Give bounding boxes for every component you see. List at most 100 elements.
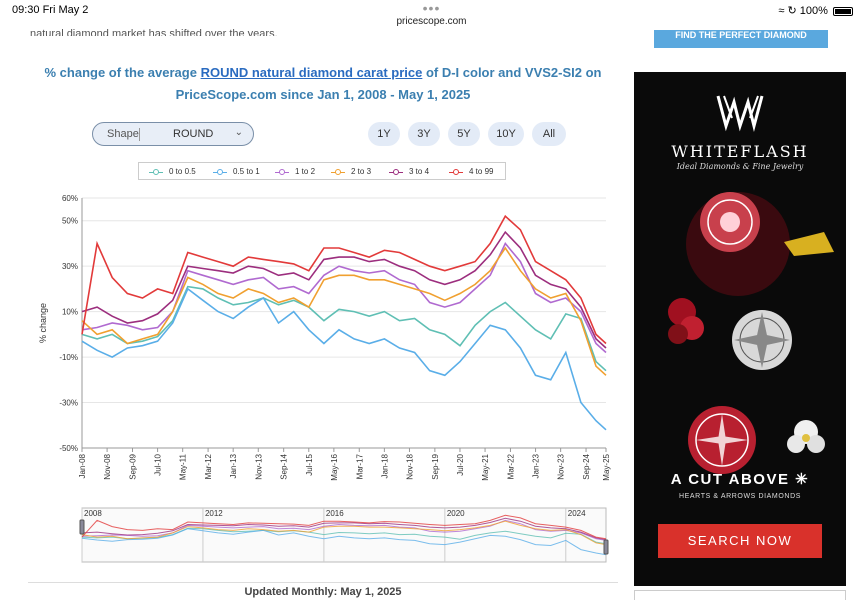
x-tick-label: May-25 <box>602 453 611 480</box>
chevron-down-icon: ⌄ <box>234 127 243 138</box>
y-tick-label: 50% <box>62 217 78 226</box>
search-now-button[interactable]: SEARCH NOW <box>658 524 822 558</box>
navigator-series-line-5 <box>81 514 607 540</box>
series-line-1 <box>81 287 607 431</box>
legend-swatch-icon <box>389 168 403 175</box>
status-bar: 09:30 Fri May 2 ••• pricescope.com ≈ ↻ 1… <box>0 0 863 30</box>
ad-tagline: Ideal Diamonds & Fine Jewelry <box>676 162 804 171</box>
navigator-series-line-3 <box>81 520 607 546</box>
x-tick-label: Jul-20 <box>456 453 465 475</box>
y-tick-label: 30% <box>62 262 78 271</box>
navigator-year-label: 2024 <box>568 509 586 518</box>
range-button-all[interactable]: All <box>532 122 566 146</box>
y-axis-title: % change <box>38 303 48 343</box>
ad-headline: A CUT ABOVE ✳ <box>634 470 846 488</box>
whiteflash-logo-icon <box>716 95 764 132</box>
series-line-0 <box>81 285 607 372</box>
ad-headline-text: A CUT ABOVE <box>670 471 790 488</box>
x-tick-label: Mar-22 <box>506 453 515 479</box>
main-content: natural diamond market has shifted over … <box>28 28 618 600</box>
y-tick-label: 60% <box>62 194 78 203</box>
legend-label: 1 to 2 <box>295 167 316 176</box>
x-tick-label: Nov-13 <box>254 453 263 479</box>
y-tick-label: -50% <box>59 444 78 453</box>
legend-item-0[interactable]: 0 to 0.5 <box>149 167 196 176</box>
x-tick-label: Jan-18 <box>380 453 389 478</box>
battery-icon <box>833 6 853 16</box>
legend-item-5[interactable]: 4 to 99 <box>449 167 493 176</box>
y-tick-label: 10% <box>62 308 78 317</box>
navigator-year-label: 2012 <box>205 509 223 518</box>
heading-part-1: % change of the average <box>44 65 201 80</box>
next-ad <box>634 590 846 600</box>
round-diamond-icon <box>732 310 792 370</box>
x-tick-label: Nov-23 <box>557 453 566 479</box>
x-tick-label: Nov-08 <box>103 453 112 479</box>
legend-item-2[interactable]: 1 to 2 <box>275 167 315 176</box>
shape-link[interactable]: ROUND natural diamond carat price <box>200 65 423 80</box>
legend-swatch-icon <box>275 168 289 175</box>
x-tick-label: Jan-13 <box>229 453 238 478</box>
range-button-3y[interactable]: 3Y <box>408 122 440 146</box>
sparkle-icon: ✳ <box>795 471 810 488</box>
sidebar: FIND THE PERFECT DIAMOND <box>634 30 846 600</box>
flower-icon <box>668 298 704 344</box>
shape-select-divider <box>139 128 140 141</box>
x-tick-label: Nov-18 <box>405 453 414 479</box>
x-tick-label: Mar-12 <box>204 453 213 479</box>
navigator-year-label: 2020 <box>447 509 465 518</box>
y-tick-label: -30% <box>59 399 78 408</box>
heading-line-2: PriceScope.com since Jan 1, 2008 - May 1… <box>175 87 471 102</box>
x-tick-label: Sep-24 <box>582 453 591 479</box>
find-diamond-button[interactable]: FIND THE PERFECT DIAMOND <box>654 30 828 48</box>
updated-text: Updated Monthly: May 1, 2025 <box>244 586 402 598</box>
footer-divider <box>28 582 618 583</box>
rotation-lock-icon: ↻ <box>787 5 797 17</box>
legend-item-4[interactable]: 3 to 4 <box>389 167 429 176</box>
article-text-cut: natural diamond market has shifted over … <box>30 28 278 36</box>
lily-icon <box>787 420 825 453</box>
navigator-series-line-4 <box>81 517 607 541</box>
battery-percent: 100% <box>799 5 828 17</box>
series-line-4 <box>81 230 607 349</box>
range-button-1y[interactable]: 1Y <box>368 122 400 146</box>
series-line-5 <box>81 214 607 345</box>
x-tick-label: Sep-14 <box>280 453 289 479</box>
legend-label: 0 to 0.5 <box>169 167 196 176</box>
navigator-year-label: 2016 <box>326 509 344 518</box>
range-button-10y[interactable]: 10Y <box>488 122 524 146</box>
legend-label: 2 to 3 <box>351 167 372 176</box>
whiteflash-ad[interactable]: WHITEFLASH Ideal Diamonds & Fine Jewelry… <box>634 72 846 586</box>
ad-brand: WHITEFLASH <box>671 142 809 161</box>
shape-select-label: Shape <box>107 128 139 140</box>
x-tick-label: Jul-15 <box>305 453 314 475</box>
price-chart[interactable]: 60% 50% 30% 10% -10% -30% -50% % change Jan-08 No… <box>28 190 618 580</box>
status-indicators: ≈ ↻ 100% <box>778 4 853 17</box>
navigator-series-line-1 <box>81 528 607 556</box>
x-tick-label: Mar-17 <box>355 453 364 479</box>
ad-subline: HEARTS & ARROWS DIAMONDS <box>678 493 801 500</box>
legend-item-3[interactable]: 2 to 3 <box>331 167 371 176</box>
shape-select-value: ROUND <box>173 128 214 140</box>
legend-label: 0.5 to 1 <box>233 167 260 176</box>
chart-heading: % change of the average ROUND natural di… <box>28 62 618 106</box>
address-bar-url[interactable]: pricescope.com <box>396 16 467 27</box>
navigator-handle-left-icon[interactable] <box>79 519 85 535</box>
heading-part-2: of D-I color and VVS2-SI2 on <box>422 65 602 80</box>
x-tick-label: May-11 <box>179 453 188 480</box>
x-tick-label: Jan-08 <box>78 453 87 478</box>
series-line-3 <box>81 246 607 376</box>
navigator-handle-right-icon[interactable] <box>603 539 609 555</box>
legend-swatch-icon <box>331 168 345 175</box>
heart-diamond-icon <box>686 192 834 296</box>
shape-select[interactable]: Shape ROUND ⌄ <box>92 122 254 146</box>
range-button-5y[interactable]: 5Y <box>448 122 480 146</box>
legend-swatch-icon <box>213 168 227 175</box>
legend-swatch-icon <box>449 168 463 175</box>
legend-swatch-icon <box>149 168 163 175</box>
y-tick-label: -10% <box>59 353 78 362</box>
tab-dots-icon[interactable]: ••• <box>422 0 441 16</box>
x-tick-label: May-21 <box>481 453 490 480</box>
legend-item-1[interactable]: 0.5 to 1 <box>213 167 260 176</box>
x-tick-label: Sep-09 <box>128 453 137 479</box>
